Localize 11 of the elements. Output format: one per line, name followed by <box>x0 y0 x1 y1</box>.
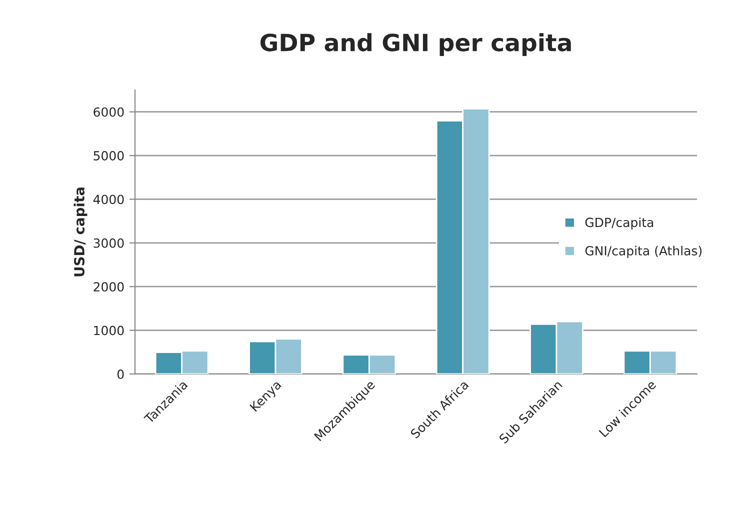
legend-label: GDP/capita <box>585 217 654 230</box>
y-tick-label: 0 <box>117 369 124 379</box>
y-tick-label: 1000 <box>94 326 124 336</box>
legend-label: GNI/capita (Athlas) <box>585 246 702 258</box>
y-tick-label: 5000 <box>94 151 124 160</box>
y-tick-label: 3000 <box>94 238 124 248</box>
chart-title: GDP and GNI per capita <box>260 33 571 56</box>
y-axis-title: USD/ capita <box>74 188 88 276</box>
y-tick-label: 2000 <box>94 282 124 292</box>
y-tick-label: 6000 <box>94 107 124 117</box>
y-tick-label: 4000 <box>93 194 124 204</box>
